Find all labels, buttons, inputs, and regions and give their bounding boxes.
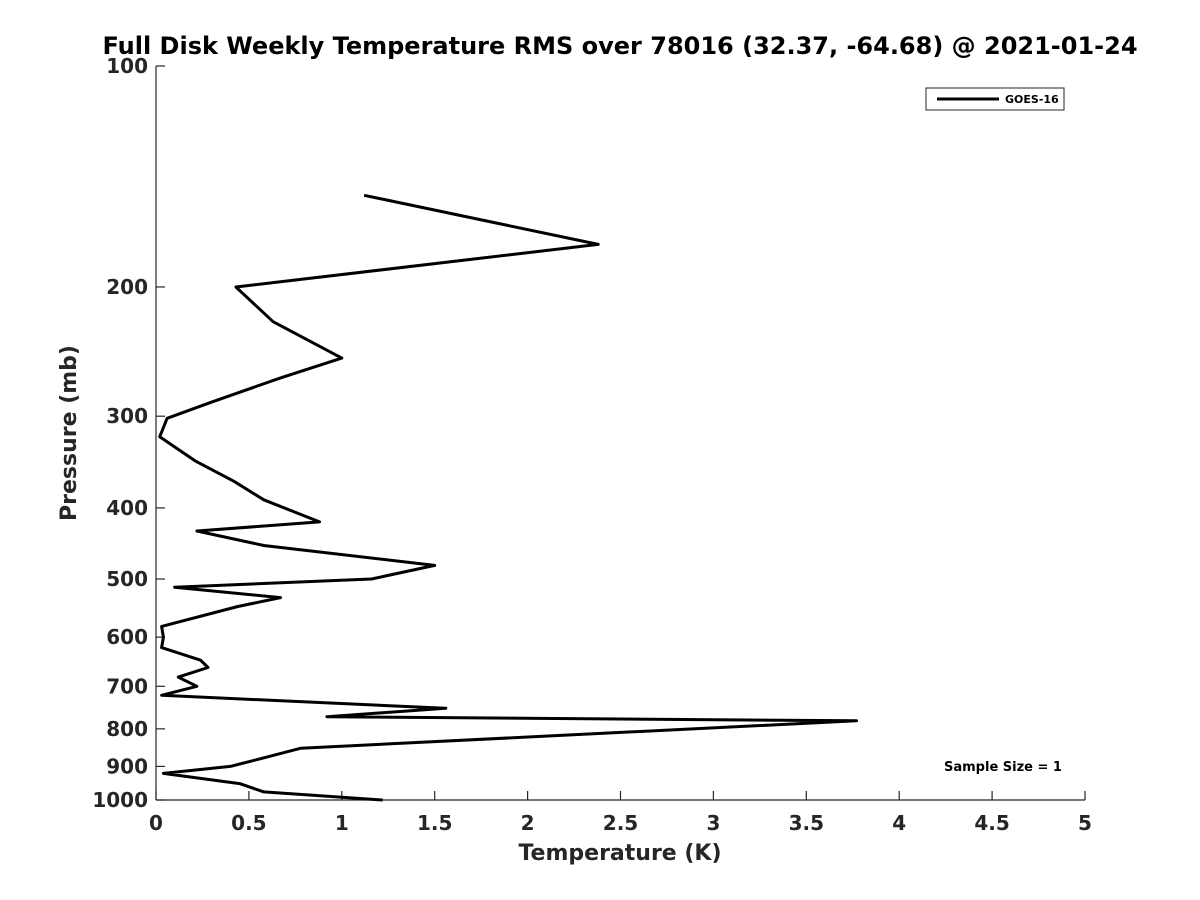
y-tick-label: 100 — [106, 54, 148, 78]
x-tick-label: 1.5 — [417, 811, 452, 835]
x-tick-label: 1 — [335, 811, 349, 835]
y-axis-label: Pressure (mb) — [57, 345, 82, 521]
x-tick-label: 2.5 — [603, 811, 638, 835]
plot-area: 0 0.5 1 1.5 2 2.5 3 3.5 4 4.5 5 100 200 300 400 500 600… — [92, 54, 1092, 835]
x-tick-label: 3 — [706, 811, 720, 835]
sample-size-annotation: Sample Size = 1 — [944, 760, 1062, 775]
series-line — [158, 193, 858, 802]
y-tick-label: 400 — [106, 496, 148, 520]
y-tick-label: 1000 — [92, 788, 148, 812]
y-tick-label: 800 — [106, 717, 148, 741]
y-tick-label: 200 — [106, 275, 148, 299]
x-tick-label: 0.5 — [231, 811, 266, 835]
y-tick-label: 300 — [106, 404, 148, 428]
y-tick-label: 900 — [106, 754, 148, 778]
legend: GOES-16 — [925, 87, 1065, 111]
x-axis-label: Temperature (K) — [518, 841, 721, 866]
x-tick-label: 0 — [149, 811, 163, 835]
x-tick-label: 4.5 — [974, 811, 1009, 835]
x-ticks: 0 0.5 1 1.5 2 2.5 3 3.5 4 4.5 5 — [149, 791, 1092, 835]
x-tick-label: 5 — [1078, 811, 1092, 835]
y-tick-label: 600 — [106, 625, 148, 649]
y-tick-label: 700 — [106, 674, 148, 698]
y-ticks: 100 200 300 400 500 600 700 800 900 1000 — [92, 54, 165, 812]
legend-entry: GOES-16 — [1005, 93, 1059, 106]
chart-title: Full Disk Weekly Temperature RMS over 78… — [102, 32, 1137, 60]
x-tick-label: 3.5 — [789, 811, 824, 835]
series-layer — [158, 193, 858, 802]
x-tick-label: 2 — [521, 811, 535, 835]
x-tick-label: 4 — [892, 811, 906, 835]
y-tick-label: 500 — [106, 567, 148, 591]
